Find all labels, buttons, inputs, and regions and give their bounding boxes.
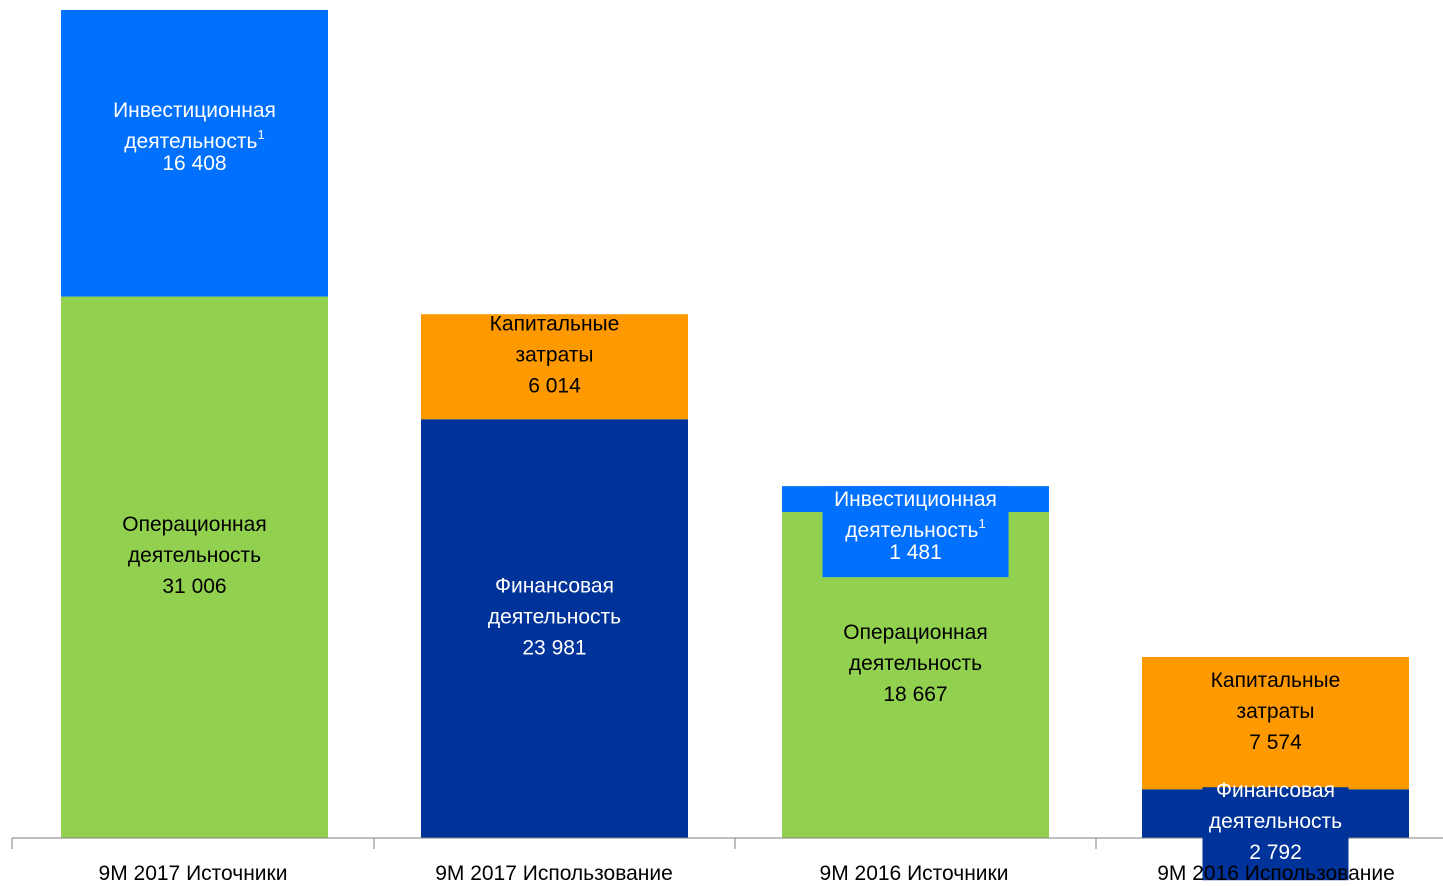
- segment-value: 2 792: [1249, 841, 1302, 864]
- segment-label-4-капитальные: Капитальные затраты 7 574: [1211, 669, 1341, 754]
- bar-segment-2-финансовая: [421, 419, 688, 838]
- segment-value: 1 481: [889, 541, 942, 564]
- segment-value: 23 981: [522, 636, 586, 659]
- segment-value: 16 408: [162, 152, 226, 175]
- bar-segment-4-капитальные: [1142, 656, 1409, 790]
- segment-value: 7 574: [1249, 731, 1302, 754]
- segment-label-3-инвестиционная: Инвестиционная деятельность1 1 481: [834, 488, 997, 564]
- segment-label-box: [1202, 787, 1349, 881]
- bar-segment-1-операционная: [61, 296, 328, 838]
- segment-label-1-инвестиционная: Инвестиционная деятельность1 16 408: [113, 99, 276, 175]
- x-tick-label-1: 9M 2017 Источники: [99, 862, 288, 885]
- segment-value: 18 667: [883, 683, 947, 706]
- segment-label-4-финансовая: Финансовая деятельность 2 792: [1209, 779, 1342, 864]
- x-tick-label-3: 9M 2016 Источники: [820, 862, 1009, 885]
- segment-label-box: [822, 486, 1009, 578]
- segment-label-2-финансовая: Финансовая деятельность 23 981: [488, 574, 621, 659]
- bar-segment-2-капитальные: [421, 314, 688, 420]
- x-tick-label-2: 9M 2017 Использование: [435, 862, 673, 885]
- x-tick-label-4: 9M 2016 Использование: [1157, 862, 1395, 885]
- bar-segment-1-инвестиционная: [61, 10, 328, 297]
- segment-label-3-операционная: Операционная деятельность 18 667: [843, 621, 987, 706]
- segment-value: 6 014: [528, 375, 581, 398]
- segment-value: 31 006: [162, 575, 226, 598]
- segment-label-2-капитальные: Капитальные затраты 6 014: [490, 313, 620, 398]
- segment-label-1-операционная: Операционная деятельность 31 006: [122, 513, 266, 598]
